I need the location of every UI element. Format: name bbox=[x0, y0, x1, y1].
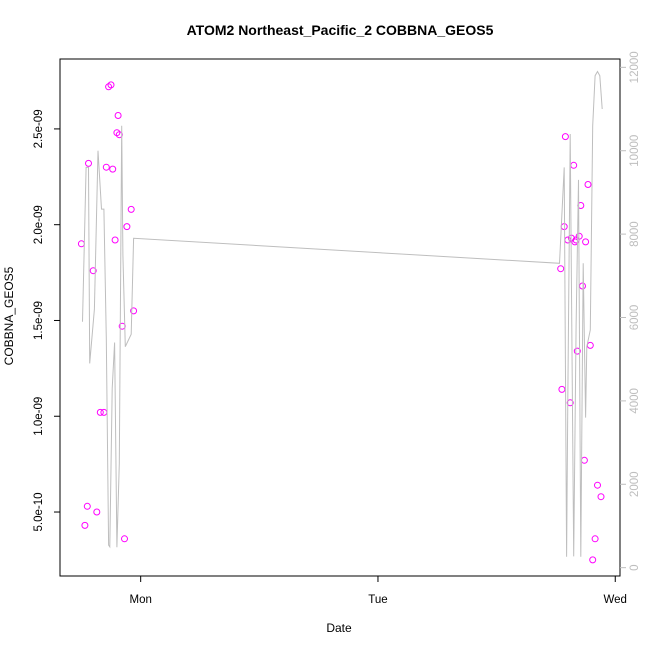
data-point bbox=[89, 267, 97, 275]
y-right-tick-label: 0 bbox=[629, 564, 641, 570]
data-point bbox=[123, 223, 131, 231]
y-right-tick-label: 4000 bbox=[629, 388, 641, 414]
data-point bbox=[121, 535, 128, 543]
data-point bbox=[597, 493, 605, 501]
x-tick-label: Tue bbox=[368, 594, 387, 606]
data-point bbox=[573, 347, 581, 355]
data-point bbox=[107, 81, 115, 89]
data-point bbox=[93, 508, 101, 516]
data-point bbox=[582, 238, 590, 246]
x-tick-label: Wed bbox=[604, 594, 627, 606]
y-right-tick-label: 10000 bbox=[629, 135, 641, 167]
data-point bbox=[557, 265, 565, 273]
data-point bbox=[96, 408, 104, 416]
data-point bbox=[127, 205, 135, 213]
series-line bbox=[82, 70, 603, 557]
data-point bbox=[558, 385, 566, 393]
data-point bbox=[561, 133, 569, 141]
y-right-tick-label: 8000 bbox=[629, 221, 641, 247]
y-right-tick-label: 2000 bbox=[629, 471, 641, 497]
data-point bbox=[81, 521, 89, 529]
y-tick-label: 2.0e-09 bbox=[33, 205, 45, 244]
data-point bbox=[115, 131, 123, 139]
data-point bbox=[109, 165, 117, 173]
data-point bbox=[594, 481, 601, 489]
data-point bbox=[83, 502, 91, 510]
y-axis-label: COBBNA_GEOS5 bbox=[2, 266, 16, 365]
y-tick-label: 1.0e-09 bbox=[33, 397, 45, 436]
data-point bbox=[566, 399, 574, 407]
data-point bbox=[111, 236, 119, 244]
plot-area: Mon Tue Wed 5.0e-10 1.0e-09 1.5e-09 2.0e-09 2.5… bbox=[33, 51, 641, 606]
data-point bbox=[584, 181, 592, 188]
y-tick-label: 2.5e-09 bbox=[33, 109, 45, 148]
y-tick-label: 5.0e-10 bbox=[33, 493, 45, 532]
y-right-tick-label: 6000 bbox=[629, 305, 641, 331]
x-axis-label: Date bbox=[326, 621, 352, 635]
data-point bbox=[102, 163, 110, 171]
y-tick-label: 1.5e-09 bbox=[33, 301, 45, 340]
chart-title: ATOM2 Northeast_Pacific_2 COBBNA_GEOS5 bbox=[187, 22, 494, 38]
y-right-tick-label: 12000 bbox=[629, 51, 641, 83]
data-point bbox=[114, 112, 122, 119]
x-tick-label: Mon bbox=[129, 594, 151, 606]
data-point bbox=[589, 556, 597, 564]
data-point bbox=[85, 159, 92, 167]
data-point bbox=[591, 535, 599, 543]
data-point bbox=[130, 307, 138, 315]
